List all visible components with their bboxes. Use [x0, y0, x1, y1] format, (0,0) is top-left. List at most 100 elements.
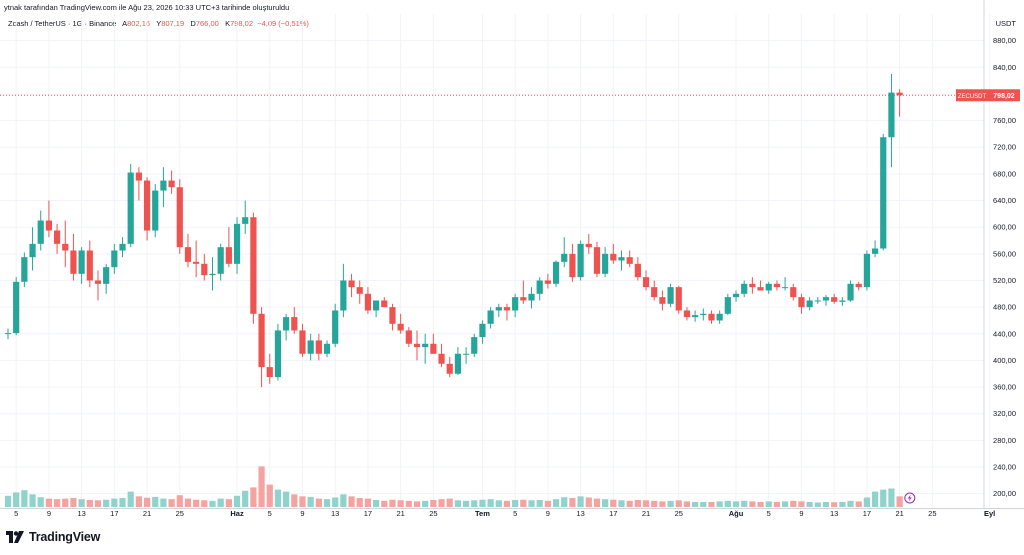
candle-body — [642, 277, 650, 288]
x-tick-label: 13 — [576, 509, 584, 518]
volume-bar — [626, 500, 633, 507]
volume-bar — [176, 495, 183, 507]
volume-bar — [831, 502, 838, 507]
candle-body — [831, 297, 838, 302]
volume-bar — [152, 496, 159, 507]
candle-body — [13, 281, 20, 334]
x-tick-label: Eyl — [984, 509, 995, 518]
volume-bar — [520, 499, 527, 507]
low-label: D — [190, 19, 196, 28]
candle-body — [258, 313, 265, 368]
x-tick-label: 13 — [331, 509, 339, 518]
candle-body — [143, 180, 151, 231]
x-tick-label: 25 — [429, 509, 437, 518]
y-tick-label: 320,00 — [993, 409, 1016, 418]
candle-body — [397, 323, 404, 331]
volume-bar — [503, 500, 511, 507]
volume-bar — [667, 500, 674, 507]
volume-bar — [741, 500, 748, 507]
x-tick-label: Haz — [230, 509, 244, 518]
open-label: A — [122, 19, 128, 28]
snapshot-caption: ytnak tarafından TradingView.com ile Ağu… — [4, 3, 290, 12]
x-tick-label: 17 — [863, 509, 871, 518]
change-value: −4,09 (−0,51%) — [257, 19, 309, 28]
volume-bar — [446, 498, 453, 507]
candle-body — [160, 180, 167, 191]
y-tick-label: 480,00 — [993, 303, 1016, 312]
volume-bar — [708, 501, 715, 507]
volume-bars — [4, 466, 903, 507]
volume-bar — [315, 498, 322, 507]
tradingview-wordmark: TradingView — [29, 530, 101, 544]
candle-body — [536, 280, 543, 294]
volume-bar — [201, 500, 208, 507]
candle-body — [454, 353, 461, 374]
x-tick-label: 9 — [47, 509, 51, 518]
ohlc-legend: Zcash / TetherUS · 1G · Binance A802,16 … — [8, 19, 309, 28]
candle-body — [152, 190, 159, 231]
candle-body — [839, 300, 846, 302]
high-label: Y — [156, 19, 162, 28]
candle-body — [70, 250, 77, 274]
volume-bar — [462, 500, 470, 507]
candle-body — [422, 343, 429, 348]
candle-body — [86, 250, 93, 281]
volume-bar — [266, 484, 273, 507]
candle-body — [217, 247, 224, 274]
candle-body — [21, 257, 28, 282]
candle-body — [585, 243, 592, 248]
volume-bar — [291, 494, 298, 507]
x-tick-label: 25 — [176, 509, 184, 518]
candle-body — [250, 217, 257, 314]
candle-body — [814, 300, 821, 302]
tradingview-branding[interactable]: TradingView — [6, 530, 100, 544]
volume-bar — [806, 501, 813, 507]
y-tick-label: 600,00 — [993, 223, 1016, 232]
volume-bar — [94, 500, 102, 507]
volume-bar — [577, 496, 584, 507]
candle-body — [569, 253, 576, 278]
candle-body — [471, 337, 478, 354]
candle-body — [381, 300, 388, 308]
volume-bar — [250, 487, 257, 507]
y-tick-label: 720,00 — [993, 143, 1016, 152]
candle-body — [364, 293, 372, 311]
symbol-tag: ZECUSDT — [958, 94, 987, 100]
candle-body — [307, 340, 314, 354]
volume-bar — [659, 501, 666, 507]
close-value: 798,02 — [230, 19, 254, 28]
volume-bar — [397, 500, 404, 507]
candle-body — [233, 223, 241, 264]
candle-body — [299, 330, 306, 354]
candle-body — [593, 247, 601, 274]
volume-bar — [724, 500, 731, 507]
candle-body — [413, 343, 421, 348]
candle-body — [446, 363, 453, 374]
last-price-tag-bg — [988, 89, 1020, 102]
x-tick-label: 21 — [642, 509, 650, 518]
volume-bar — [839, 501, 846, 507]
y-tick-label: 360,00 — [993, 383, 1016, 392]
x-tick-label: 5 — [513, 509, 517, 518]
volume-bar — [103, 499, 110, 507]
volume-bar — [749, 501, 756, 507]
candle-body — [871, 248, 879, 254]
volume-bar — [593, 498, 601, 507]
volume-bar — [585, 497, 592, 507]
volume-bar — [348, 496, 355, 507]
candle-body — [610, 253, 617, 261]
volume-bar — [4, 495, 12, 507]
y-tick-label: 400,00 — [993, 356, 1016, 365]
y-tick-label: 200,00 — [993, 489, 1016, 498]
volume-bar — [757, 501, 764, 507]
y-tick-label: 240,00 — [993, 463, 1016, 472]
volume-bar — [258, 466, 265, 507]
volume-bar — [274, 489, 282, 507]
volume-bar — [847, 500, 854, 507]
candle-body — [798, 297, 805, 308]
volume-bar — [364, 498, 372, 507]
x-tick-label: 17 — [609, 509, 617, 518]
volume-bar — [307, 496, 314, 507]
candle-body — [209, 273, 216, 276]
